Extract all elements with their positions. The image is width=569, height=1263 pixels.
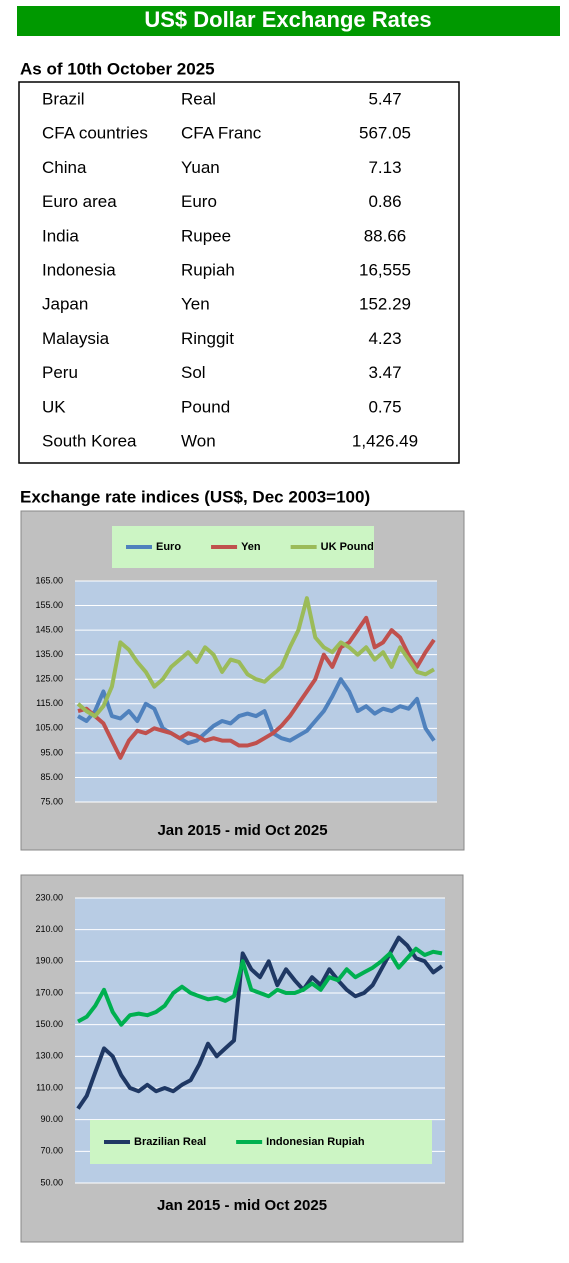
- y-tick-label: 105.00: [35, 723, 63, 733]
- table-cell: Ringgit: [181, 329, 234, 348]
- table-cell: 1,426.49: [352, 431, 418, 450]
- table-cell: Euro area: [42, 192, 117, 211]
- table-cell: 7.13: [368, 158, 401, 177]
- table-cell: 0.86: [368, 192, 401, 211]
- table-cell: Brazil: [42, 89, 85, 108]
- table-cell: Won: [181, 431, 216, 450]
- section-title: Exchange rate indices (US$, Dec 2003=100…: [20, 487, 370, 506]
- table-cell: 16,555: [359, 260, 411, 279]
- table-cell: Sol: [181, 363, 206, 382]
- table-cell: 5.47: [368, 89, 401, 108]
- table-cell: Rupee: [181, 226, 231, 245]
- table-cell: South Korea: [42, 431, 137, 450]
- series-line: [77, 677, 436, 746]
- legend-label: Euro: [156, 541, 181, 553]
- y-tick-label: 115.00: [36, 698, 63, 708]
- y-tick-label: 155.00: [35, 600, 63, 610]
- table-cell: 152.29: [359, 295, 411, 314]
- y-tick-label: 85.00: [40, 772, 63, 782]
- y-tick-label: 90.00: [40, 1114, 63, 1124]
- table-cell: UK: [42, 397, 66, 416]
- y-tick-label: 150.00: [35, 1019, 63, 1029]
- y-tick-label: 135.00: [35, 649, 63, 659]
- y-tick-label: 165.00: [35, 575, 63, 585]
- legend-label: Indonesian Rupiah: [266, 1136, 365, 1148]
- table-cell: Indonesia: [42, 260, 116, 279]
- table-cell: Real: [181, 89, 216, 108]
- y-tick-label: 110.00: [36, 1082, 63, 1092]
- table-cell: 0.75: [368, 397, 401, 416]
- y-tick-label: 190.00: [35, 956, 63, 966]
- table-cell: Japan: [42, 295, 88, 314]
- plot-area: [75, 581, 437, 802]
- y-tick-label: 70.00: [40, 1146, 63, 1156]
- table-cell: 567.05: [359, 124, 411, 143]
- y-tick-label: 130.00: [35, 1051, 63, 1061]
- y-tick-label: 170.00: [35, 987, 63, 997]
- series-line: [77, 615, 436, 760]
- table-cell: CFA countries: [42, 124, 148, 143]
- y-tick-label: 210.00: [35, 924, 63, 934]
- table-cell: 3.47: [368, 363, 401, 382]
- legend-label: Brazilian Real: [134, 1136, 206, 1148]
- y-tick-label: 145.00: [35, 624, 63, 634]
- table-cell: India: [42, 226, 79, 245]
- legend-label: UK Pound: [321, 541, 374, 553]
- table-cell: Rupiah: [181, 260, 235, 279]
- series-line: [76, 935, 444, 1110]
- table-cell: 4.23: [368, 329, 401, 348]
- y-tick-label: 75.00: [40, 796, 63, 806]
- table-cell: China: [42, 158, 87, 177]
- series-line: [76, 596, 435, 719]
- table-cell: Yuan: [181, 158, 220, 177]
- y-tick-label: 230.00: [35, 892, 63, 902]
- table-cell: Euro: [181, 192, 217, 211]
- header-title: US$ Dollar Exchange Rates: [144, 7, 431, 32]
- y-tick-label: 50.00: [40, 1177, 63, 1187]
- x-axis-label: Jan 2015 - mid Oct 2025: [157, 822, 327, 839]
- table-box: [18, 81, 460, 464]
- y-tick-label: 95.00: [40, 747, 63, 757]
- table-title: As of 10th October 2025: [20, 59, 215, 78]
- table-cell: Yen: [181, 295, 210, 314]
- x-axis-label: Jan 2015 - mid Oct 2025: [157, 1197, 327, 1214]
- legend-box: [112, 526, 374, 568]
- table-cell: Pound: [181, 397, 230, 416]
- table-cell: 88.66: [364, 226, 407, 245]
- table-cell: CFA Franc: [181, 124, 262, 143]
- table-cell: Peru: [42, 363, 78, 382]
- y-tick-label: 125.00: [35, 674, 63, 684]
- series-line: [77, 946, 443, 1027]
- header-bar: [17, 6, 560, 36]
- table-cell: Malaysia: [42, 329, 110, 348]
- legend-label: Yen: [241, 541, 261, 553]
